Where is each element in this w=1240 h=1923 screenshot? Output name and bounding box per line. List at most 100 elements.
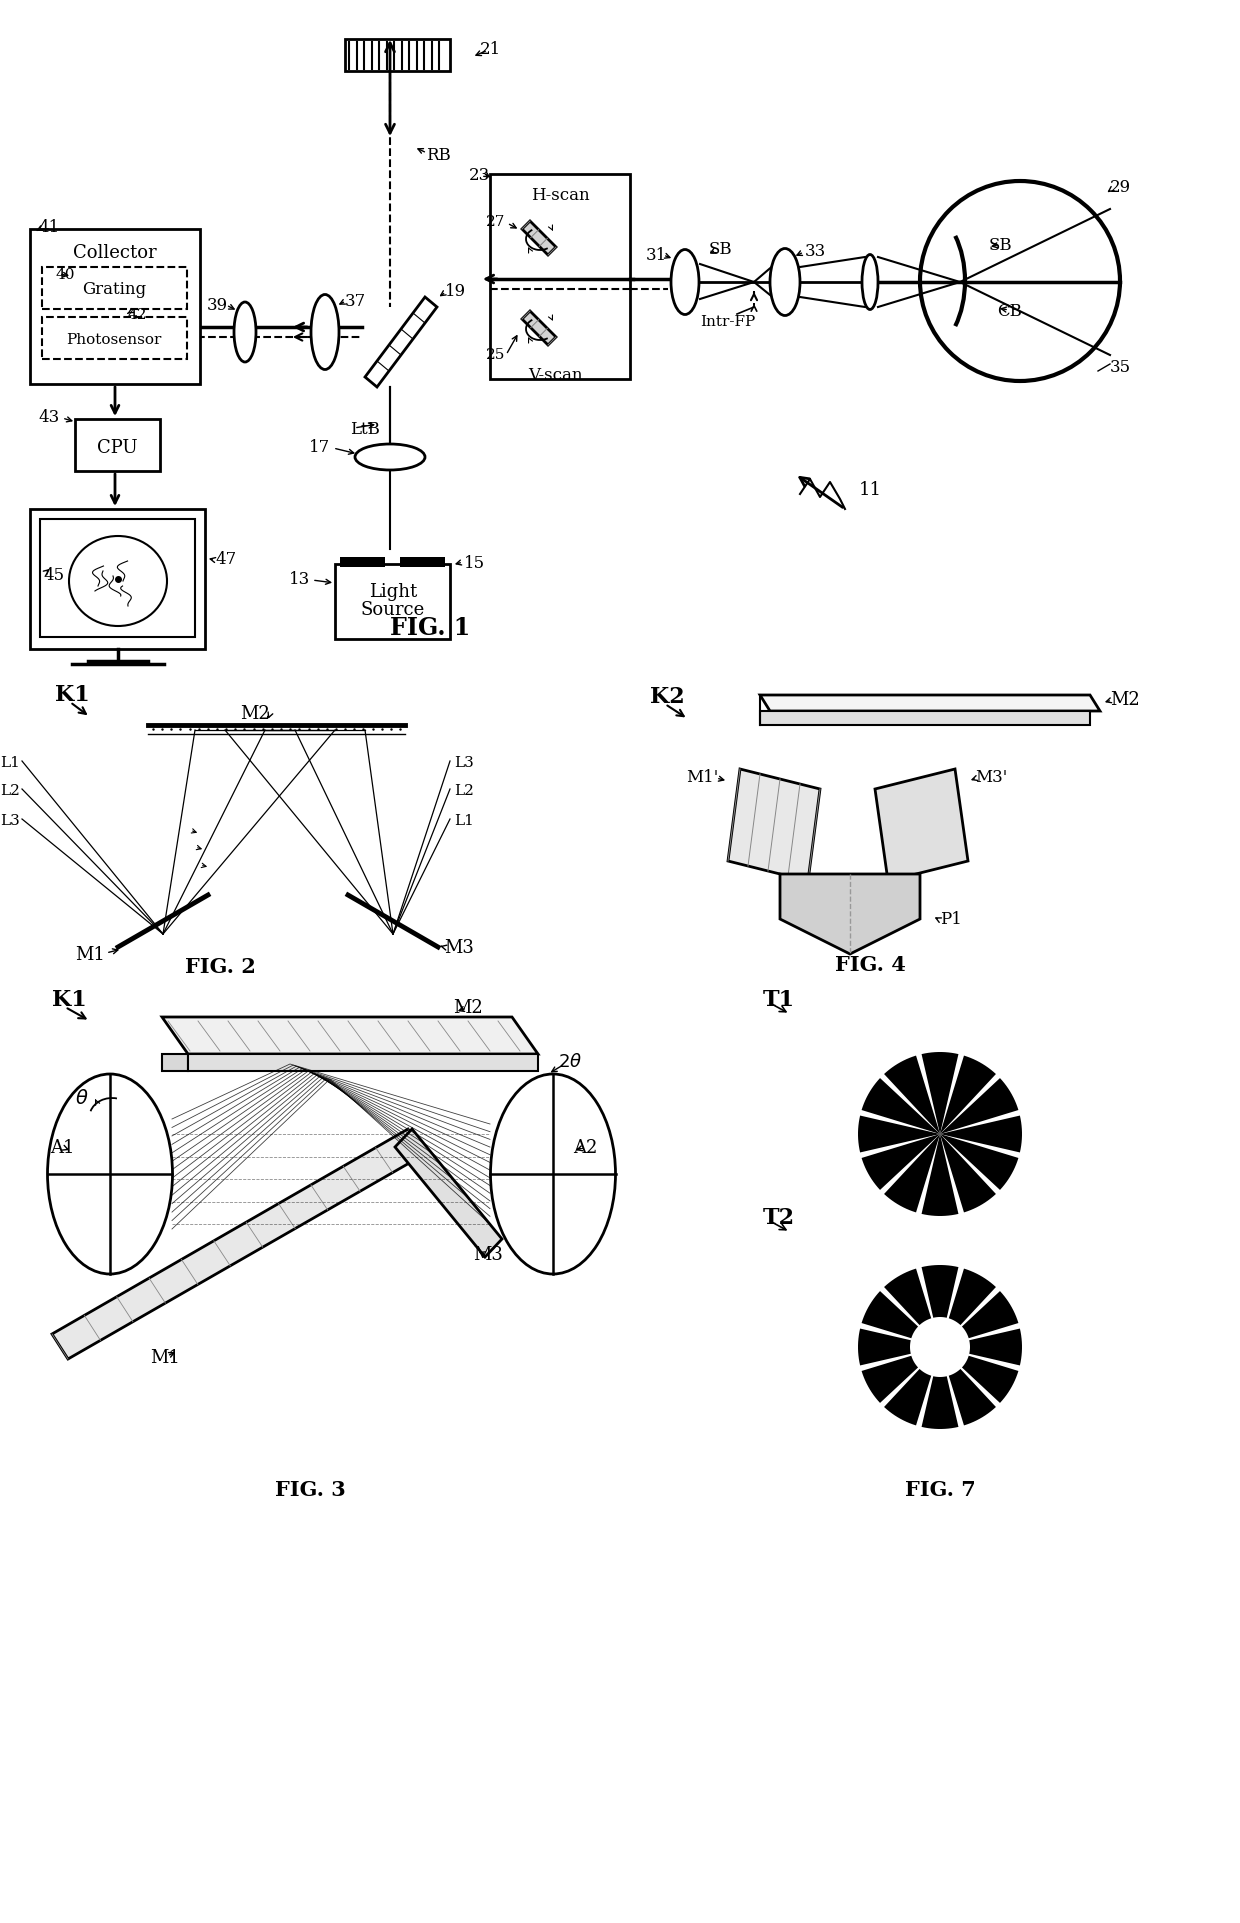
Text: 39: 39 <box>207 296 228 313</box>
Text: FIG. 4: FIG. 4 <box>835 954 905 975</box>
Polygon shape <box>858 1115 940 1154</box>
Text: A1: A1 <box>50 1138 74 1156</box>
Polygon shape <box>940 1056 996 1135</box>
Polygon shape <box>884 1369 931 1425</box>
Polygon shape <box>940 1115 1022 1154</box>
Text: K1: K1 <box>55 685 89 706</box>
Polygon shape <box>780 875 920 954</box>
Text: 45: 45 <box>43 565 64 583</box>
Text: M3': M3' <box>975 769 1007 787</box>
Bar <box>335 565 450 640</box>
Ellipse shape <box>770 250 800 317</box>
Text: M2: M2 <box>453 998 482 1017</box>
Text: 23: 23 <box>469 167 490 183</box>
Polygon shape <box>728 769 820 881</box>
Polygon shape <box>862 1079 940 1135</box>
Text: M1: M1 <box>150 1348 180 1365</box>
Polygon shape <box>921 1135 959 1217</box>
Ellipse shape <box>355 444 425 471</box>
Text: V-scan: V-scan <box>528 365 583 383</box>
Text: FIG. 2: FIG. 2 <box>185 956 255 977</box>
Text: 17: 17 <box>309 438 330 456</box>
Text: P1: P1 <box>940 912 962 929</box>
Polygon shape <box>949 1369 996 1425</box>
Text: SB: SB <box>988 237 1012 254</box>
Text: 41: 41 <box>38 219 60 237</box>
Text: L3: L3 <box>0 813 20 827</box>
Bar <box>30 231 200 385</box>
Text: H-scan: H-scan <box>531 187 589 204</box>
Text: FIG. 7: FIG. 7 <box>905 1479 976 1500</box>
Polygon shape <box>921 1265 959 1317</box>
Text: 35: 35 <box>1110 360 1131 377</box>
Polygon shape <box>522 312 556 346</box>
Polygon shape <box>162 1054 188 1071</box>
Text: 37: 37 <box>345 294 366 310</box>
Text: L2: L2 <box>0 783 20 798</box>
Bar <box>345 40 450 71</box>
Polygon shape <box>396 1129 502 1258</box>
Text: K1: K1 <box>52 988 87 1010</box>
Ellipse shape <box>311 296 339 371</box>
Text: Photosensor: Photosensor <box>66 333 161 346</box>
Polygon shape <box>862 1356 918 1404</box>
Bar <box>74 419 160 471</box>
Bar <box>30 510 205 650</box>
Polygon shape <box>940 1135 1018 1190</box>
Polygon shape <box>52 1129 425 1360</box>
Polygon shape <box>862 1135 940 1190</box>
Polygon shape <box>970 1329 1022 1365</box>
Polygon shape <box>884 1135 940 1213</box>
Text: L1: L1 <box>454 813 474 827</box>
Polygon shape <box>962 1292 1018 1338</box>
Polygon shape <box>921 1052 959 1135</box>
Text: 27: 27 <box>486 215 505 229</box>
Text: A2: A2 <box>573 1138 598 1156</box>
Polygon shape <box>875 769 968 881</box>
Polygon shape <box>188 1054 538 1071</box>
Polygon shape <box>522 221 556 256</box>
Text: M2: M2 <box>1110 690 1140 710</box>
Polygon shape <box>862 1292 918 1338</box>
Text: M3: M3 <box>444 938 474 956</box>
Text: FIG. 1: FIG. 1 <box>389 615 470 640</box>
Bar <box>490 175 630 381</box>
Text: M3: M3 <box>474 1246 503 1263</box>
Text: 33: 33 <box>805 244 826 260</box>
Text: Collector: Collector <box>73 244 156 262</box>
Text: T1: T1 <box>763 988 795 1010</box>
Text: 42: 42 <box>126 308 146 321</box>
Text: L2: L2 <box>454 783 474 798</box>
Text: $\theta$: $\theta$ <box>76 1088 89 1108</box>
Text: M1': M1' <box>686 769 718 787</box>
Polygon shape <box>940 1135 996 1213</box>
Polygon shape <box>884 1056 940 1135</box>
Text: Intr-FP: Intr-FP <box>701 315 755 329</box>
Text: $2\theta$: $2\theta$ <box>558 1052 582 1071</box>
Ellipse shape <box>862 256 878 310</box>
Text: FIG. 3: FIG. 3 <box>274 1479 346 1500</box>
Text: 40: 40 <box>55 267 74 283</box>
Text: 47: 47 <box>215 552 237 567</box>
Text: 31: 31 <box>646 246 667 263</box>
Text: Grating: Grating <box>82 281 146 298</box>
Text: T2: T2 <box>763 1206 795 1229</box>
Polygon shape <box>162 1017 538 1054</box>
Bar <box>40 519 195 638</box>
Polygon shape <box>884 1269 931 1325</box>
Bar <box>42 267 187 310</box>
Ellipse shape <box>671 250 699 315</box>
Text: Light: Light <box>368 583 417 600</box>
Text: 43: 43 <box>38 410 60 427</box>
Polygon shape <box>940 1079 1018 1135</box>
Text: K2: K2 <box>650 687 684 708</box>
Text: 11: 11 <box>858 481 882 498</box>
Polygon shape <box>760 712 1090 725</box>
Polygon shape <box>921 1377 959 1429</box>
Polygon shape <box>760 696 1100 712</box>
Polygon shape <box>949 1269 996 1325</box>
Text: 21: 21 <box>480 42 501 58</box>
Text: CB: CB <box>997 304 1023 321</box>
Text: 25: 25 <box>486 348 505 362</box>
Text: 29: 29 <box>1110 179 1131 196</box>
